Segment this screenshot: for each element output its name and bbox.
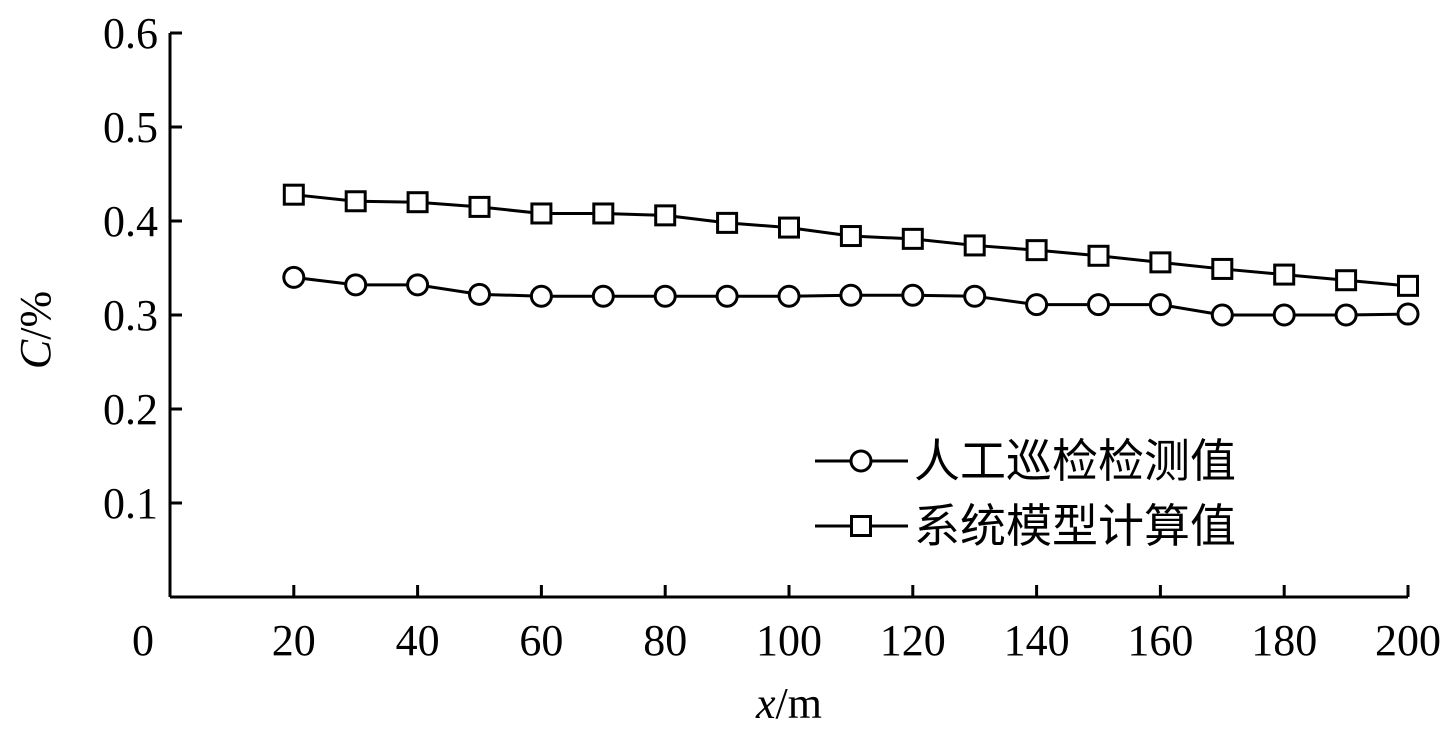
series-1-point — [1334, 303, 1358, 327]
series-2-point — [530, 202, 553, 225]
series-2-point — [778, 216, 800, 239]
x-tick-label: 180 — [1251, 616, 1317, 665]
series-2-point — [282, 183, 305, 206]
series-1-point — [282, 265, 306, 289]
x-tick-label: 100 — [756, 616, 822, 665]
series-1-point — [468, 282, 491, 306]
x-tick-label: 140 — [1004, 616, 1070, 665]
series-1-point — [344, 273, 368, 297]
origin-tick-label: 0 — [132, 616, 154, 665]
series-2-point — [1087, 244, 1110, 267]
y-tick-label: 0.4 — [103, 197, 158, 246]
y-tick-label: 0.1 — [103, 479, 158, 528]
series-2-point — [963, 234, 986, 257]
x-axis-unit: /m — [776, 679, 822, 728]
y-axis-unit: /% — [11, 291, 60, 340]
legend-label-1: 人工巡检检测值 — [914, 434, 1236, 488]
series-1 — [282, 265, 1420, 327]
series-2-point — [1025, 239, 1048, 262]
series-2-point — [344, 190, 367, 213]
legend-marker-2 — [850, 515, 872, 537]
x-tick-label: 60 — [519, 616, 563, 665]
y-axis-variable: C — [11, 339, 60, 369]
series-1-point — [1210, 303, 1234, 327]
y-tick-label: 0.6 — [103, 9, 158, 58]
series-2-point — [1397, 274, 1419, 297]
series-2-point — [716, 211, 739, 234]
series-1-point — [1087, 293, 1110, 317]
series-1-point — [1272, 303, 1296, 327]
x-axis-variable: x — [755, 679, 776, 728]
series-2-point — [901, 227, 924, 250]
series-1-point — [529, 284, 553, 308]
series-2-point — [839, 225, 862, 248]
series-1-point — [653, 284, 677, 308]
series-2-point — [1211, 257, 1234, 280]
series-1-point — [777, 284, 801, 308]
series-layer — [282, 183, 1420, 327]
series-1-point — [1396, 302, 1420, 326]
series-1-point — [963, 284, 987, 308]
series-2-point — [654, 204, 677, 227]
series-1-point — [715, 284, 739, 308]
y-axis-title: C/% — [11, 291, 60, 369]
y-tick-label: 0.5 — [103, 103, 158, 152]
x-tick-label: 40 — [396, 616, 440, 665]
y-tick-label: 0.3 — [103, 291, 158, 340]
series-1-point — [406, 273, 430, 297]
series-2-point — [592, 202, 615, 225]
series-1-point — [591, 284, 615, 308]
x-tick-label: 120 — [880, 616, 946, 665]
series-1-point — [1025, 293, 1049, 317]
x-tick-label: 80 — [643, 616, 687, 665]
x-axis-title: x/m — [755, 679, 822, 728]
legend-label-2: 系统模型计算值 — [914, 499, 1236, 553]
series-2-point — [406, 191, 429, 214]
series-1-point — [901, 283, 925, 307]
series-2-point — [1335, 269, 1358, 292]
series-2 — [282, 183, 1419, 297]
series-1-point — [1148, 293, 1172, 317]
axes: 0.1 0.2 0.3 0.4 0.5 0.6 0 20 40 60 80 100 120 140 160 1… — [11, 9, 1441, 728]
series-2-point — [1273, 263, 1296, 286]
series-2-point — [1149, 251, 1172, 274]
x-tick-label: 160 — [1127, 616, 1193, 665]
x-tick-label: 20 — [272, 616, 316, 665]
series-2-point — [468, 195, 491, 218]
series-1-point — [839, 283, 863, 307]
x-tick-label: 200 — [1375, 616, 1441, 665]
legend-marker-1 — [849, 449, 873, 473]
y-tick-label: 0.2 — [103, 385, 158, 434]
